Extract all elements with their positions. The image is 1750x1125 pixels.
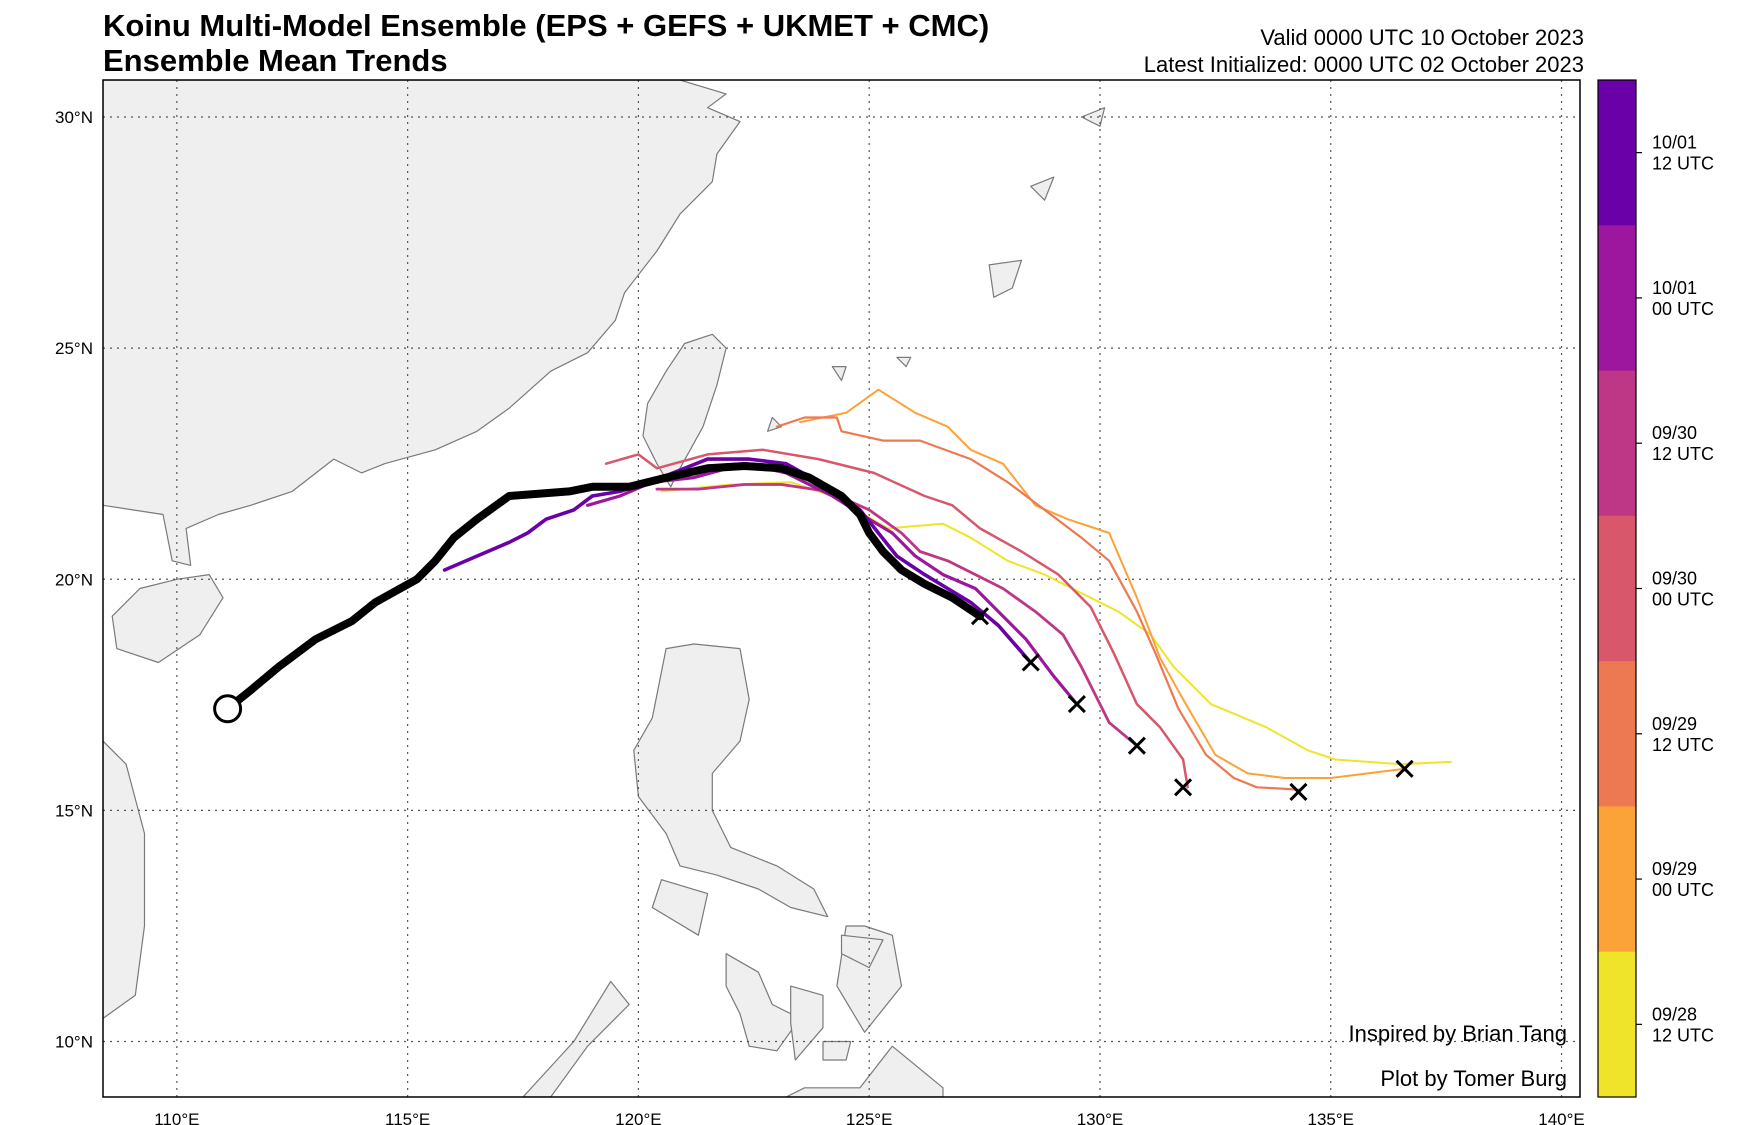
title-block: Koinu Multi-Model Ensemble (EPS + GEFS +…	[103, 8, 989, 78]
map-frame	[102, 79, 1581, 1098]
grid-layer	[103, 80, 1580, 1097]
colorbar-segment	[1598, 225, 1636, 372]
colorbar-time-label: 00 UTC	[1652, 299, 1714, 319]
lon-tick-label: 110°E	[154, 1110, 199, 1125]
land-polygon	[790, 985, 824, 1061]
colorbar-date-label: 09/30	[1652, 569, 1697, 589]
land-polygon	[651, 879, 709, 936]
forecast-track	[655, 483, 1139, 748]
forecast-track	[604, 448, 1189, 789]
colorbar-time-label: 00 UTC	[1652, 590, 1714, 610]
colorbar-segment	[1598, 515, 1636, 662]
lon-tick-label: 130°E	[1077, 1110, 1124, 1125]
track-end-x-marker	[1395, 759, 1414, 778]
track-end-x-marker	[1289, 782, 1308, 801]
chart-subtitle: Ensemble Mean Trends	[103, 43, 448, 78]
colorbar-segment	[1598, 370, 1636, 517]
land-polygon	[1080, 107, 1106, 127]
credit-inspired: Inspired by Brian Tang	[1348, 1021, 1567, 1046]
land-polygon	[896, 356, 912, 368]
track-end-x-marker	[1021, 653, 1040, 672]
land-polygon	[988, 259, 1023, 298]
land-polygon	[831, 366, 847, 382]
lat-tick-label: 30°N	[55, 108, 93, 127]
initialized-time: Latest Initialized: 0000 UTC 02 October …	[1143, 52, 1584, 77]
colorbar-segment	[1598, 80, 1636, 226]
track-end-x-marker	[1067, 695, 1086, 714]
colorbar-date-label: 10/01	[1652, 133, 1697, 153]
lon-tick-label: 120°E	[615, 1110, 662, 1125]
land-polygon	[767, 416, 783, 432]
lat-tick-label: 25°N	[55, 339, 93, 358]
forecast-track	[442, 457, 1033, 665]
valid-time-block: Valid 0000 UTC 10 October 2023 Latest In…	[1144, 24, 1584, 78]
land-polygon	[725, 953, 801, 1052]
land-polygon	[633, 643, 829, 918]
track-end-x-marker	[970, 607, 990, 626]
colorbar-date-label: 09/30	[1652, 423, 1697, 443]
lon-tick-label: 125°E	[846, 1110, 893, 1125]
valid-time: Valid 0000 UTC 10 October 2023	[1260, 25, 1584, 50]
colorbar-date-label: 09/29	[1652, 859, 1697, 879]
forecast-track	[799, 388, 1406, 779]
colorbar-time-label: 12 UTC	[1652, 1025, 1714, 1045]
colorbar-date-label: 09/28	[1652, 1004, 1697, 1024]
land-polygon	[840, 934, 884, 969]
colorbar-date-label: 09/29	[1652, 714, 1697, 734]
chart-title: Koinu Multi-Model Ensemble (EPS + GEFS +…	[103, 8, 990, 43]
land-polygon	[103, 80, 741, 566]
land-polygon	[822, 1040, 852, 1061]
land-polygon	[111, 574, 224, 664]
lat-tick-label: 10°N	[55, 1033, 93, 1052]
colorbar-time-label: 12 UTC	[1652, 154, 1714, 174]
track-end-x-marker	[1173, 778, 1193, 797]
colorbar-time-label: 00 UTC	[1652, 880, 1714, 900]
land-layer	[103, 80, 1106, 1097]
colorbar-date-label: 10/01	[1652, 278, 1697, 298]
observed-track	[223, 462, 984, 713]
colorbar-segment	[1598, 806, 1636, 953]
lon-tick-label: 140°E	[1538, 1110, 1585, 1125]
colorbar-time-label: 12 UTC	[1652, 444, 1714, 464]
track-end-x-marker	[1127, 736, 1146, 755]
track-start-marker	[213, 694, 243, 724]
colorbar-time-label: 12 UTC	[1652, 735, 1714, 755]
lon-tick-label: 135°E	[1307, 1110, 1354, 1125]
forecast-track	[775, 416, 1300, 791]
land-polygon	[785, 1045, 944, 1097]
lat-tick-label: 15°N	[55, 801, 93, 820]
lat-tick-label: 20°N	[55, 570, 93, 589]
axis-labels: 110°E 115°E 120°E 125°E 130°E 135°E 140°E 10°N 1…	[55, 108, 1585, 1125]
colorbar-segment	[1598, 661, 1636, 807]
lon-tick-label: 115°E	[385, 1110, 430, 1125]
land-polygon	[1030, 176, 1055, 201]
land-polygon	[103, 740, 146, 1019]
credit-plot: Plot by Tomer Burg	[1380, 1066, 1567, 1091]
track-layer	[213, 388, 1452, 801]
colorbar-segment	[1598, 951, 1636, 1098]
